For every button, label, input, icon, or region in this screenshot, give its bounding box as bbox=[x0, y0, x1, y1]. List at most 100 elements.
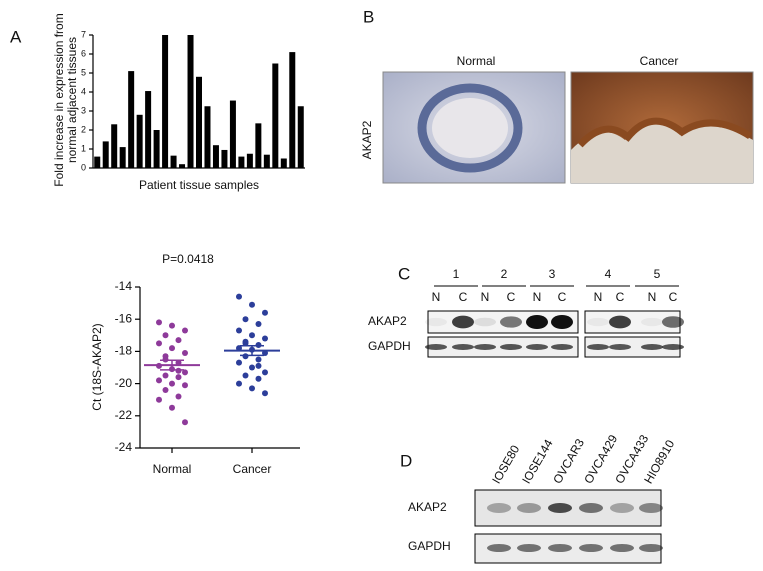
y-tick-label: 7 bbox=[81, 29, 86, 39]
data-point bbox=[169, 404, 175, 411]
western-blot: 1 2 3 4 5N C N C N C N C N C bbox=[425, 267, 684, 358]
y-tick-label: -22 bbox=[115, 408, 133, 422]
row-label: AKAP2 bbox=[408, 500, 447, 514]
data-point bbox=[249, 332, 255, 339]
lane-number: 2 bbox=[501, 267, 508, 281]
bar bbox=[111, 124, 118, 168]
data-point bbox=[169, 322, 175, 329]
band bbox=[641, 317, 663, 327]
band bbox=[548, 544, 572, 552]
cell-line-label: IOSE80 bbox=[489, 442, 522, 486]
data-point bbox=[262, 335, 268, 342]
data-point bbox=[156, 319, 162, 326]
band bbox=[474, 317, 496, 327]
lane-label: N bbox=[481, 290, 490, 304]
data-point bbox=[249, 301, 255, 308]
lane-number: 5 bbox=[654, 267, 661, 281]
band bbox=[500, 316, 522, 328]
bar bbox=[212, 145, 219, 168]
band bbox=[517, 544, 541, 552]
band bbox=[609, 315, 631, 329]
bar bbox=[196, 76, 202, 168]
band bbox=[425, 317, 447, 327]
data-point bbox=[175, 367, 182, 374]
lane-label: C bbox=[558, 290, 567, 304]
x-axis-label: Patient tissue samples bbox=[139, 178, 259, 192]
band bbox=[579, 544, 603, 552]
error-bar bbox=[160, 359, 184, 371]
band bbox=[452, 315, 474, 329]
bar bbox=[162, 35, 169, 168]
lane-label: N bbox=[432, 290, 441, 304]
data-point bbox=[249, 385, 255, 392]
band bbox=[487, 503, 511, 513]
data-point bbox=[255, 321, 262, 328]
band bbox=[639, 544, 663, 552]
band bbox=[548, 503, 572, 513]
bar bbox=[221, 149, 228, 168]
data-point bbox=[255, 356, 262, 363]
band bbox=[551, 344, 573, 350]
data-point bbox=[175, 374, 182, 381]
band bbox=[662, 344, 684, 350]
data-point bbox=[242, 316, 249, 323]
band bbox=[639, 503, 663, 513]
data-point bbox=[175, 393, 182, 400]
data-point bbox=[175, 337, 182, 344]
bar bbox=[238, 156, 245, 168]
band bbox=[500, 344, 522, 350]
row-label: GAPDH bbox=[408, 539, 451, 553]
data-point bbox=[182, 327, 188, 334]
bar bbox=[280, 158, 287, 168]
y-tick-label: -24 bbox=[115, 440, 133, 454]
data-point bbox=[236, 327, 242, 334]
lane-label: C bbox=[507, 290, 516, 304]
chart-title: P=0.0418 bbox=[162, 252, 214, 266]
data-point bbox=[242, 353, 249, 360]
data-point bbox=[162, 332, 169, 339]
y-axis-label: Ct (18S-AKAP2) bbox=[90, 323, 104, 410]
bar bbox=[179, 164, 186, 168]
band bbox=[452, 344, 474, 350]
lane-number: 1 bbox=[453, 267, 460, 281]
y-tick-label: 0 bbox=[81, 162, 86, 172]
image-label: Normal bbox=[457, 54, 496, 68]
bar bbox=[136, 114, 143, 168]
bar bbox=[272, 63, 279, 168]
data-point bbox=[262, 390, 268, 397]
band bbox=[526, 315, 548, 329]
data-point bbox=[182, 369, 188, 376]
band bbox=[487, 544, 511, 552]
band bbox=[609, 344, 631, 350]
bar bbox=[246, 153, 253, 168]
data-point bbox=[182, 382, 188, 389]
bar bbox=[119, 147, 126, 168]
lane-number: 4 bbox=[605, 267, 612, 281]
y-tick-label: 6 bbox=[81, 48, 86, 58]
bar bbox=[94, 156, 101, 168]
data-point bbox=[262, 369, 268, 376]
band bbox=[526, 344, 548, 350]
y-tick-label: 2 bbox=[81, 124, 86, 134]
data-point bbox=[255, 375, 262, 382]
band bbox=[610, 503, 634, 513]
band bbox=[587, 317, 609, 327]
data-point bbox=[169, 345, 175, 352]
y-tick-label: 4 bbox=[81, 86, 86, 96]
y-tick-label: 1 bbox=[81, 143, 86, 153]
data-point bbox=[236, 359, 242, 366]
panel-label: D bbox=[400, 451, 412, 470]
data-point bbox=[236, 293, 242, 300]
data-point bbox=[255, 341, 262, 348]
y-tick-label: -16 bbox=[115, 311, 133, 325]
band bbox=[579, 503, 603, 513]
data-point bbox=[236, 380, 242, 387]
bar bbox=[187, 35, 194, 168]
data-point bbox=[249, 364, 255, 371]
y-axis-label: normal adjacent tissues bbox=[65, 37, 79, 163]
data-point bbox=[156, 396, 162, 403]
bar bbox=[255, 123, 262, 168]
data-point bbox=[169, 380, 175, 387]
band bbox=[587, 344, 609, 350]
